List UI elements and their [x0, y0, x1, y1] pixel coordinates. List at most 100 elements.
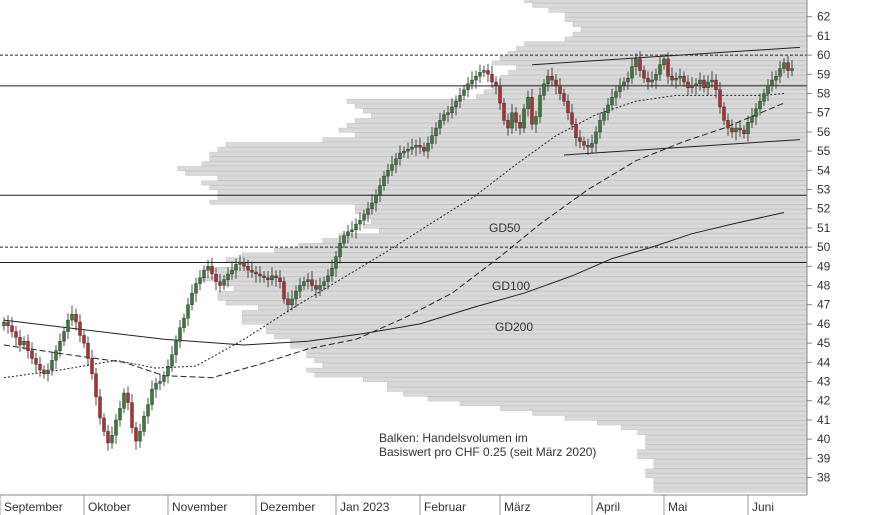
volume-bar [266, 329, 808, 335]
candle-body [34, 358, 38, 365]
candle-body [166, 365, 170, 376]
volume-bar [362, 377, 808, 383]
volume-bar [564, 12, 808, 18]
candle-body [150, 388, 154, 405]
candle-body [690, 85, 694, 88]
candle-body [114, 419, 118, 436]
candle-body [198, 277, 202, 284]
candle-body [138, 431, 142, 442]
candle-body [2, 321, 6, 327]
candle-body [14, 331, 18, 338]
y-tick-label: 62 [817, 10, 831, 24]
volume-bar [532, 411, 808, 416]
candle-body [390, 164, 394, 171]
candle-body [410, 147, 414, 150]
candle-body [78, 321, 82, 336]
volume-bar [532, 3, 808, 8]
volume-annotation: Balken: Handelsvolumen im Basiswert pro … [379, 431, 596, 459]
candle-body [514, 112, 518, 123]
candle-body [646, 77, 650, 83]
axes: 38 39 40 41 42 43 44 45 46 47 48 49 50 51 52 53 54 55 56 57… [0, 0, 831, 515]
candle-body [46, 369, 50, 375]
candle-body [70, 314, 74, 321]
candle-body [526, 97, 530, 110]
volume-bar [338, 233, 808, 239]
candle-body [430, 135, 434, 144]
volume-bar [459, 401, 808, 407]
y-tick-label: 45 [817, 336, 831, 350]
candle-body [462, 89, 466, 96]
y-tick-label: 40 [817, 432, 831, 446]
candle-body [42, 369, 46, 375]
y-tick-label: 38 [817, 471, 831, 485]
candle-body [222, 279, 226, 286]
candle-body [502, 102, 506, 121]
y-tick-label: 42 [817, 394, 831, 408]
candle-body [302, 281, 306, 286]
candle-body [558, 85, 562, 94]
candle-body [50, 360, 54, 371]
volume-bar [258, 305, 808, 311]
trend-line [563, 139, 801, 156]
candle-body [258, 273, 262, 277]
volume-bar [572, 22, 808, 27]
volume-bar [645, 473, 808, 479]
volume-bar [217, 147, 808, 152]
candle-body [158, 381, 162, 384]
x-tick-label: April [596, 500, 620, 514]
candle-body [658, 64, 662, 75]
candle-body [82, 335, 86, 344]
volume-bar [653, 483, 808, 488]
candle-body [742, 129, 746, 135]
candle-body [246, 266, 250, 271]
candle-body [510, 112, 514, 129]
candle-body [674, 77, 678, 81]
candle-body [374, 195, 378, 204]
gd50-label: GD50 [489, 221, 521, 235]
annotation-line-2: Basiswert pro CHF 0.25 (seit März 2020) [379, 445, 596, 459]
x-tick-label: Februar [424, 500, 466, 514]
candle-body [386, 170, 390, 177]
volume-bar [645, 439, 808, 445]
volume-bar [185, 171, 808, 176]
candle-body [110, 435, 114, 444]
y-tick-label: 56 [817, 125, 831, 139]
y-tick-label: 39 [817, 451, 831, 465]
candle-body [326, 275, 330, 282]
volume-bar [209, 185, 808, 191]
volume-bar [564, 17, 808, 23]
volume-profile [177, 0, 808, 493]
candlesticks [2, 51, 794, 451]
candle-body [630, 66, 634, 79]
candle-body [62, 331, 66, 342]
candle-body [542, 83, 546, 96]
x-tick-label: März [504, 500, 531, 514]
candle-body [626, 77, 630, 83]
candle-body [314, 285, 318, 290]
gd100-label: GD100 [492, 279, 530, 293]
candle-body [186, 304, 190, 319]
candle-body [378, 185, 382, 196]
candle-body [10, 325, 14, 332]
candle-body [546, 76, 550, 85]
candle-body [762, 93, 766, 102]
y-tick-label: 50 [817, 240, 831, 254]
candle-body [74, 314, 78, 323]
volume-bar [217, 195, 808, 200]
candle-body [650, 79, 654, 83]
volume-bar [266, 324, 808, 330]
candle-body [298, 285, 302, 292]
candle-body [6, 321, 10, 327]
candle-body [282, 281, 286, 300]
candle-body [746, 122, 750, 135]
gd200-label: GD200 [495, 320, 533, 334]
candle-body [706, 81, 710, 88]
y-tick-label: 55 [817, 144, 831, 158]
candle-body [286, 298, 290, 305]
candle-body [382, 175, 386, 186]
series-labels: GD50 GD100 GD200 [489, 221, 533, 334]
candle-body [126, 392, 130, 403]
candle-body [426, 143, 430, 152]
candle-body [450, 106, 454, 113]
candle-body [710, 79, 714, 83]
